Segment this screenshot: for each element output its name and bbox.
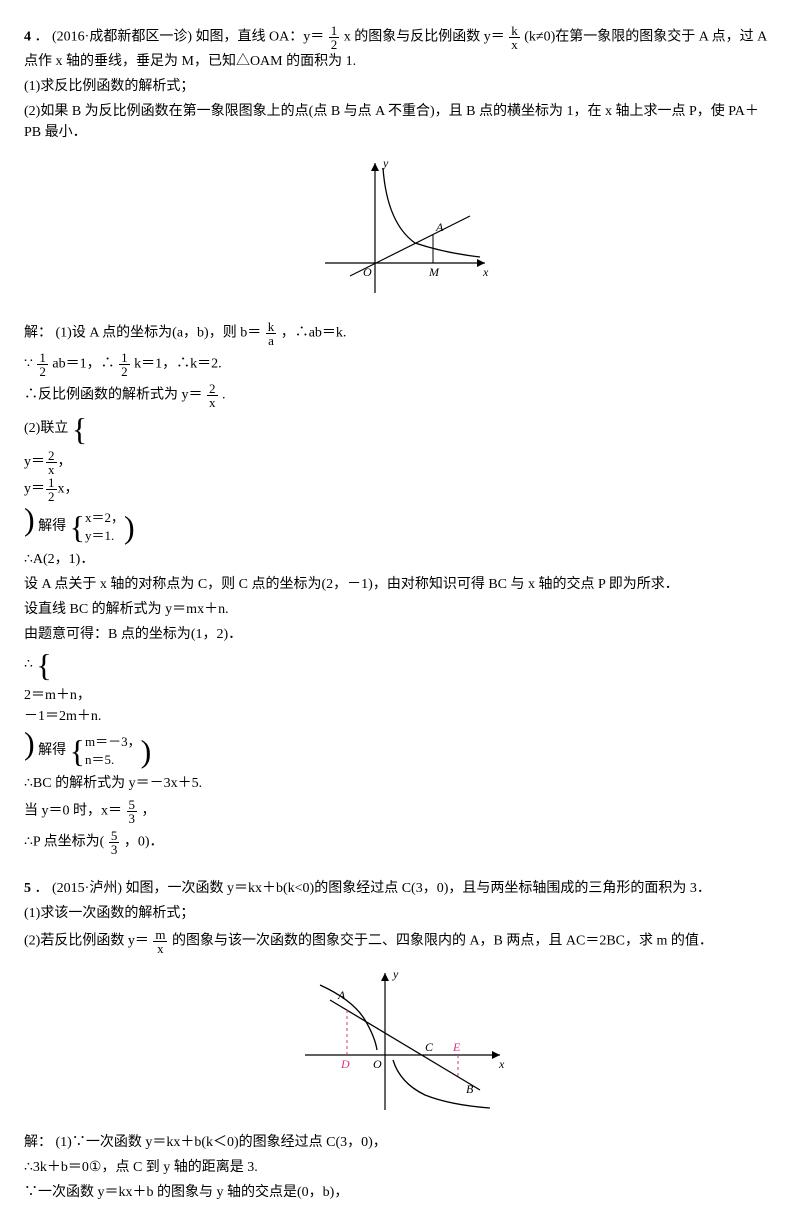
brace-system-1: { [72, 413, 87, 445]
p5-graph: O x y A B C D E [285, 965, 515, 1115]
p4-sol-4: (2)联立 { [24, 413, 776, 445]
p4-sol-2: ∵ 12 ab＝1，∴ 12 k＝1，∴k＝2. [24, 351, 776, 378]
svg-text:y: y [392, 967, 399, 981]
brace-system-2: { [36, 649, 51, 681]
p4-stem-a: 如图，直线 OA：y＝ [196, 30, 325, 45]
svg-text:E: E [452, 1040, 461, 1054]
p4-sol-3: ∴反比例函数的解析式为 y＝ 2x . [24, 382, 776, 409]
p5-s2: ∴3k＋b＝0①，点 C 到 y 轴的距离是 3. [24, 1157, 776, 1178]
svg-text:A: A [435, 220, 444, 234]
p4-s7: 设直线 BC 的解析式为 y＝mx＋n. [24, 599, 776, 620]
p5-q2: (2)若反比例函数 y＝ mx 的图象与该一次函数的图象交于二、四象限内的 A，… [24, 928, 776, 955]
frac-k-a: ka [266, 320, 277, 347]
frac-1-2: 12 [329, 24, 340, 51]
p4-sol-1: 解： (1)设 A 点的坐标为(a，b)，则 b＝ ka ，∴ab＝k. [24, 320, 776, 347]
p4-s11: 当 y＝0 时，x＝ 53 ， [24, 798, 776, 825]
svg-text:O: O [373, 1057, 382, 1071]
p5-num: 5 [24, 881, 31, 896]
svg-text:A: A [337, 988, 346, 1002]
p4-s5: ∴A(2，1)． [24, 549, 776, 570]
svg-text:D: D [340, 1057, 350, 1071]
brace-result-2: { m＝－3， n＝5. ) [70, 733, 152, 769]
p4-source: (2016·成都新都区一诊) [52, 30, 192, 45]
p4-s6: 设 A 点关于 x 轴的对称点为 C，则 C 点的坐标为(2，－1)，由对称知识… [24, 574, 776, 595]
p4-s10: ∴BC 的解析式为 y＝－3x＋5. [24, 773, 776, 794]
p5-stem: 5 ． (2015·泸州) 如图，一次函数 y＝kx＋b(k<0)的图象经过点 … [24, 878, 776, 899]
sol-label: 解： [24, 326, 52, 341]
svg-text:x: x [498, 1057, 505, 1071]
p4-dot: ． [35, 30, 49, 45]
p4-s12: ∴P 点坐标为( 53 ，0)． [24, 829, 776, 856]
p5-stem-text: 如图，一次函数 y＝kx＋b(k<0)的图象经过点 C(3，0)，且与两坐标轴围… [126, 881, 711, 896]
p5-source: (2015·泸州) [52, 881, 122, 896]
p4-q1: (1)求反比例函数的解析式； [24, 76, 776, 97]
p4-s1a: (1)设 A 点的坐标为(a，b)，则 b＝ [56, 326, 262, 341]
p4-s9: ∴ { [24, 649, 776, 681]
p4-s1b: ，∴ab＝k. [281, 326, 347, 341]
p5-figure: O x y A B C D E [24, 965, 776, 1122]
brace-result-1: { x＝2， y＝1. ) [70, 509, 135, 545]
p4-s8: 由题意可得：B 点的坐标为(1，2)． [24, 624, 776, 645]
frac-m-x: mx [153, 928, 167, 955]
svg-text:x: x [482, 265, 489, 279]
spacer [24, 860, 776, 874]
svg-text:O: O [363, 265, 372, 279]
p4-num: 4 [24, 30, 31, 45]
frac-k-x: kx [509, 24, 520, 51]
svg-text:M: M [428, 265, 440, 279]
p5-q1: (1)求该一次函数的解析式； [24, 903, 776, 924]
p5-sol-1: 解： (1)∵一次函数 y＝kx＋b(k＜0)的图象经过点 C(3，0)， [24, 1132, 776, 1153]
svg-text:B: B [466, 1082, 474, 1096]
svg-text:C: C [425, 1040, 434, 1054]
p4-stem: 4 ． (2016·成都新都区一诊) 如图，直线 OA：y＝ 12 x 的图象与… [24, 24, 776, 72]
p4-figure: A M O x y [24, 153, 776, 310]
p4-graph: A M O x y [305, 153, 495, 303]
p4-stem-b: x 的图象与反比例函数 y＝ [344, 30, 505, 45]
p4-q2: (2)如果 B 为反比例函数在第一象限图象上的点(点 B 与点 A 不重合)，且… [24, 101, 776, 143]
p5-s3: ∵一次函数 y＝kx＋b 的图象与 y 轴的交点是(0，b)， [24, 1182, 776, 1203]
svg-text:y: y [382, 156, 389, 170]
